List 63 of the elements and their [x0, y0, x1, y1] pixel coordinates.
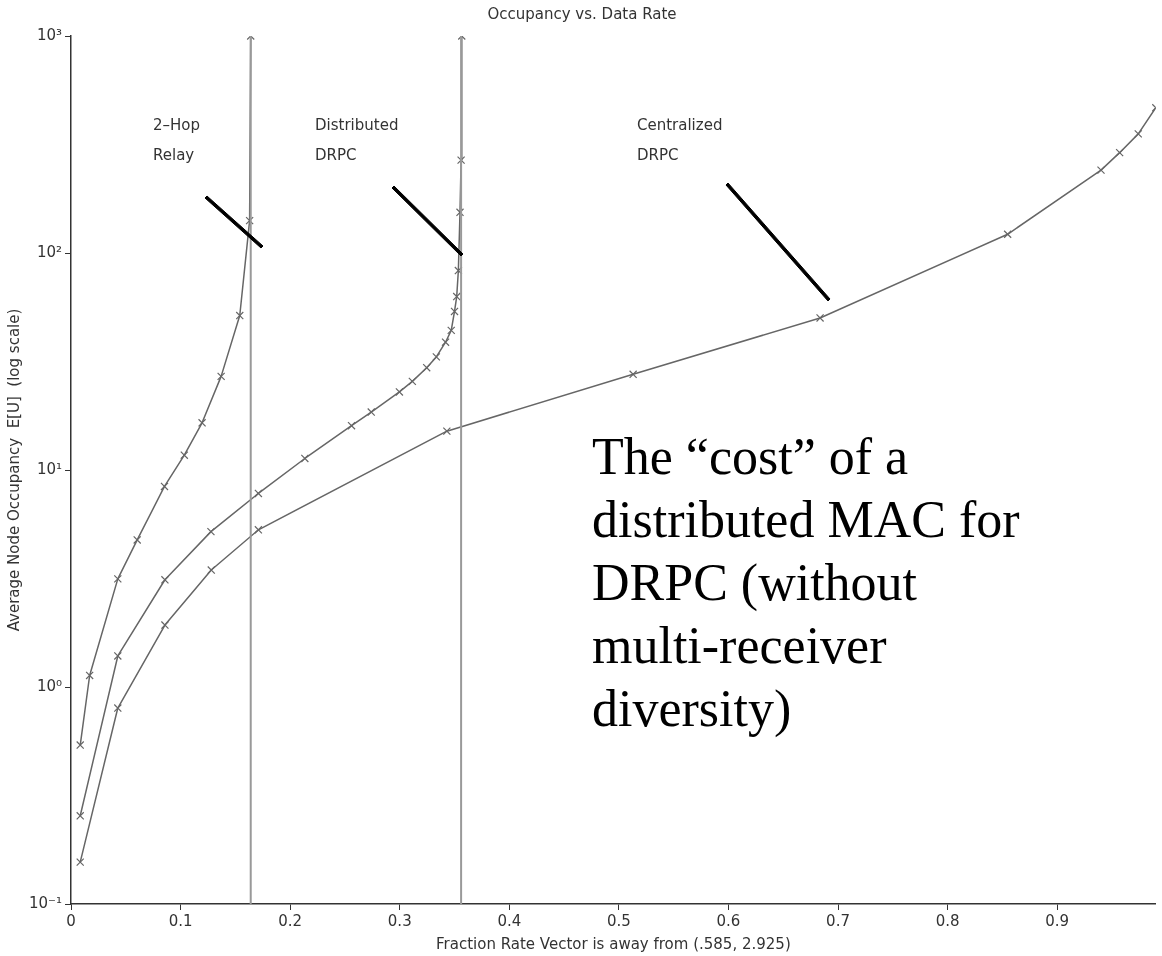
x-tick-label: 0.8 [935, 911, 960, 930]
point [245, 216, 254, 225]
x-axis-title: Fraction Rate Vector is away from (.585, 2.925) [436, 934, 791, 953]
x-tick-label: 0.9 [1045, 911, 1070, 930]
point [235, 311, 244, 320]
annotation: 2–Hop Relay [153, 115, 202, 166]
point [447, 326, 456, 335]
point [160, 575, 170, 584]
point [85, 671, 94, 680]
point [160, 620, 170, 630]
point [441, 338, 450, 347]
point [113, 651, 122, 661]
point [456, 155, 466, 165]
point [206, 527, 216, 536]
x-tick-label: 0.6 [716, 911, 741, 930]
y-tick-label: 10³ [36, 25, 63, 44]
point [395, 387, 404, 397]
point [254, 525, 263, 534]
point [815, 313, 825, 323]
point [422, 363, 431, 372]
annotation: Centralized DRPC [637, 115, 723, 166]
y-axis-title: Average Node Occupancy E[U] (log scale) [4, 308, 23, 632]
annotation: The “cost” of a distributed MAC for DRPC (without multi-receiver diversity) [592, 427, 1021, 739]
point [300, 454, 309, 463]
x-tick-label: 0.4 [497, 911, 522, 930]
point [367, 407, 376, 417]
point [254, 489, 263, 498]
point [160, 482, 169, 491]
point [1096, 165, 1106, 175]
chart-title: Occupancy vs. Data Rate [487, 4, 677, 23]
x-tick-label: 0.2 [278, 911, 303, 930]
point [450, 307, 459, 316]
point [452, 292, 461, 301]
annotation: Distributed DRPC [315, 115, 399, 166]
y-tick-label: 10² [36, 242, 63, 261]
point [76, 811, 85, 820]
x-tick-label: 0.7 [826, 911, 850, 930]
point [408, 377, 417, 386]
point [197, 418, 207, 427]
point [113, 703, 122, 713]
point [432, 352, 441, 362]
y-tick-label: 10⁻¹ [28, 893, 63, 912]
x-tick-label: 0 [66, 911, 76, 930]
point [1134, 129, 1143, 138]
point [76, 857, 85, 867]
point [1115, 148, 1124, 157]
point [629, 370, 638, 379]
point [217, 372, 226, 381]
point [207, 565, 216, 575]
x-tick-label: 0.3 [387, 911, 412, 930]
x-tick-label: 0.5 [606, 911, 631, 930]
point [454, 266, 463, 275]
y-tick-label: 10⁰ [36, 676, 63, 695]
point [455, 208, 465, 217]
point [113, 574, 122, 583]
point [1003, 230, 1012, 239]
y-tick-label: 10¹ [36, 459, 63, 478]
point [442, 427, 451, 436]
point [133, 535, 142, 545]
point [180, 451, 189, 460]
point [76, 740, 85, 750]
x-tick-label: 0.1 [168, 911, 193, 930]
point [347, 421, 356, 430]
